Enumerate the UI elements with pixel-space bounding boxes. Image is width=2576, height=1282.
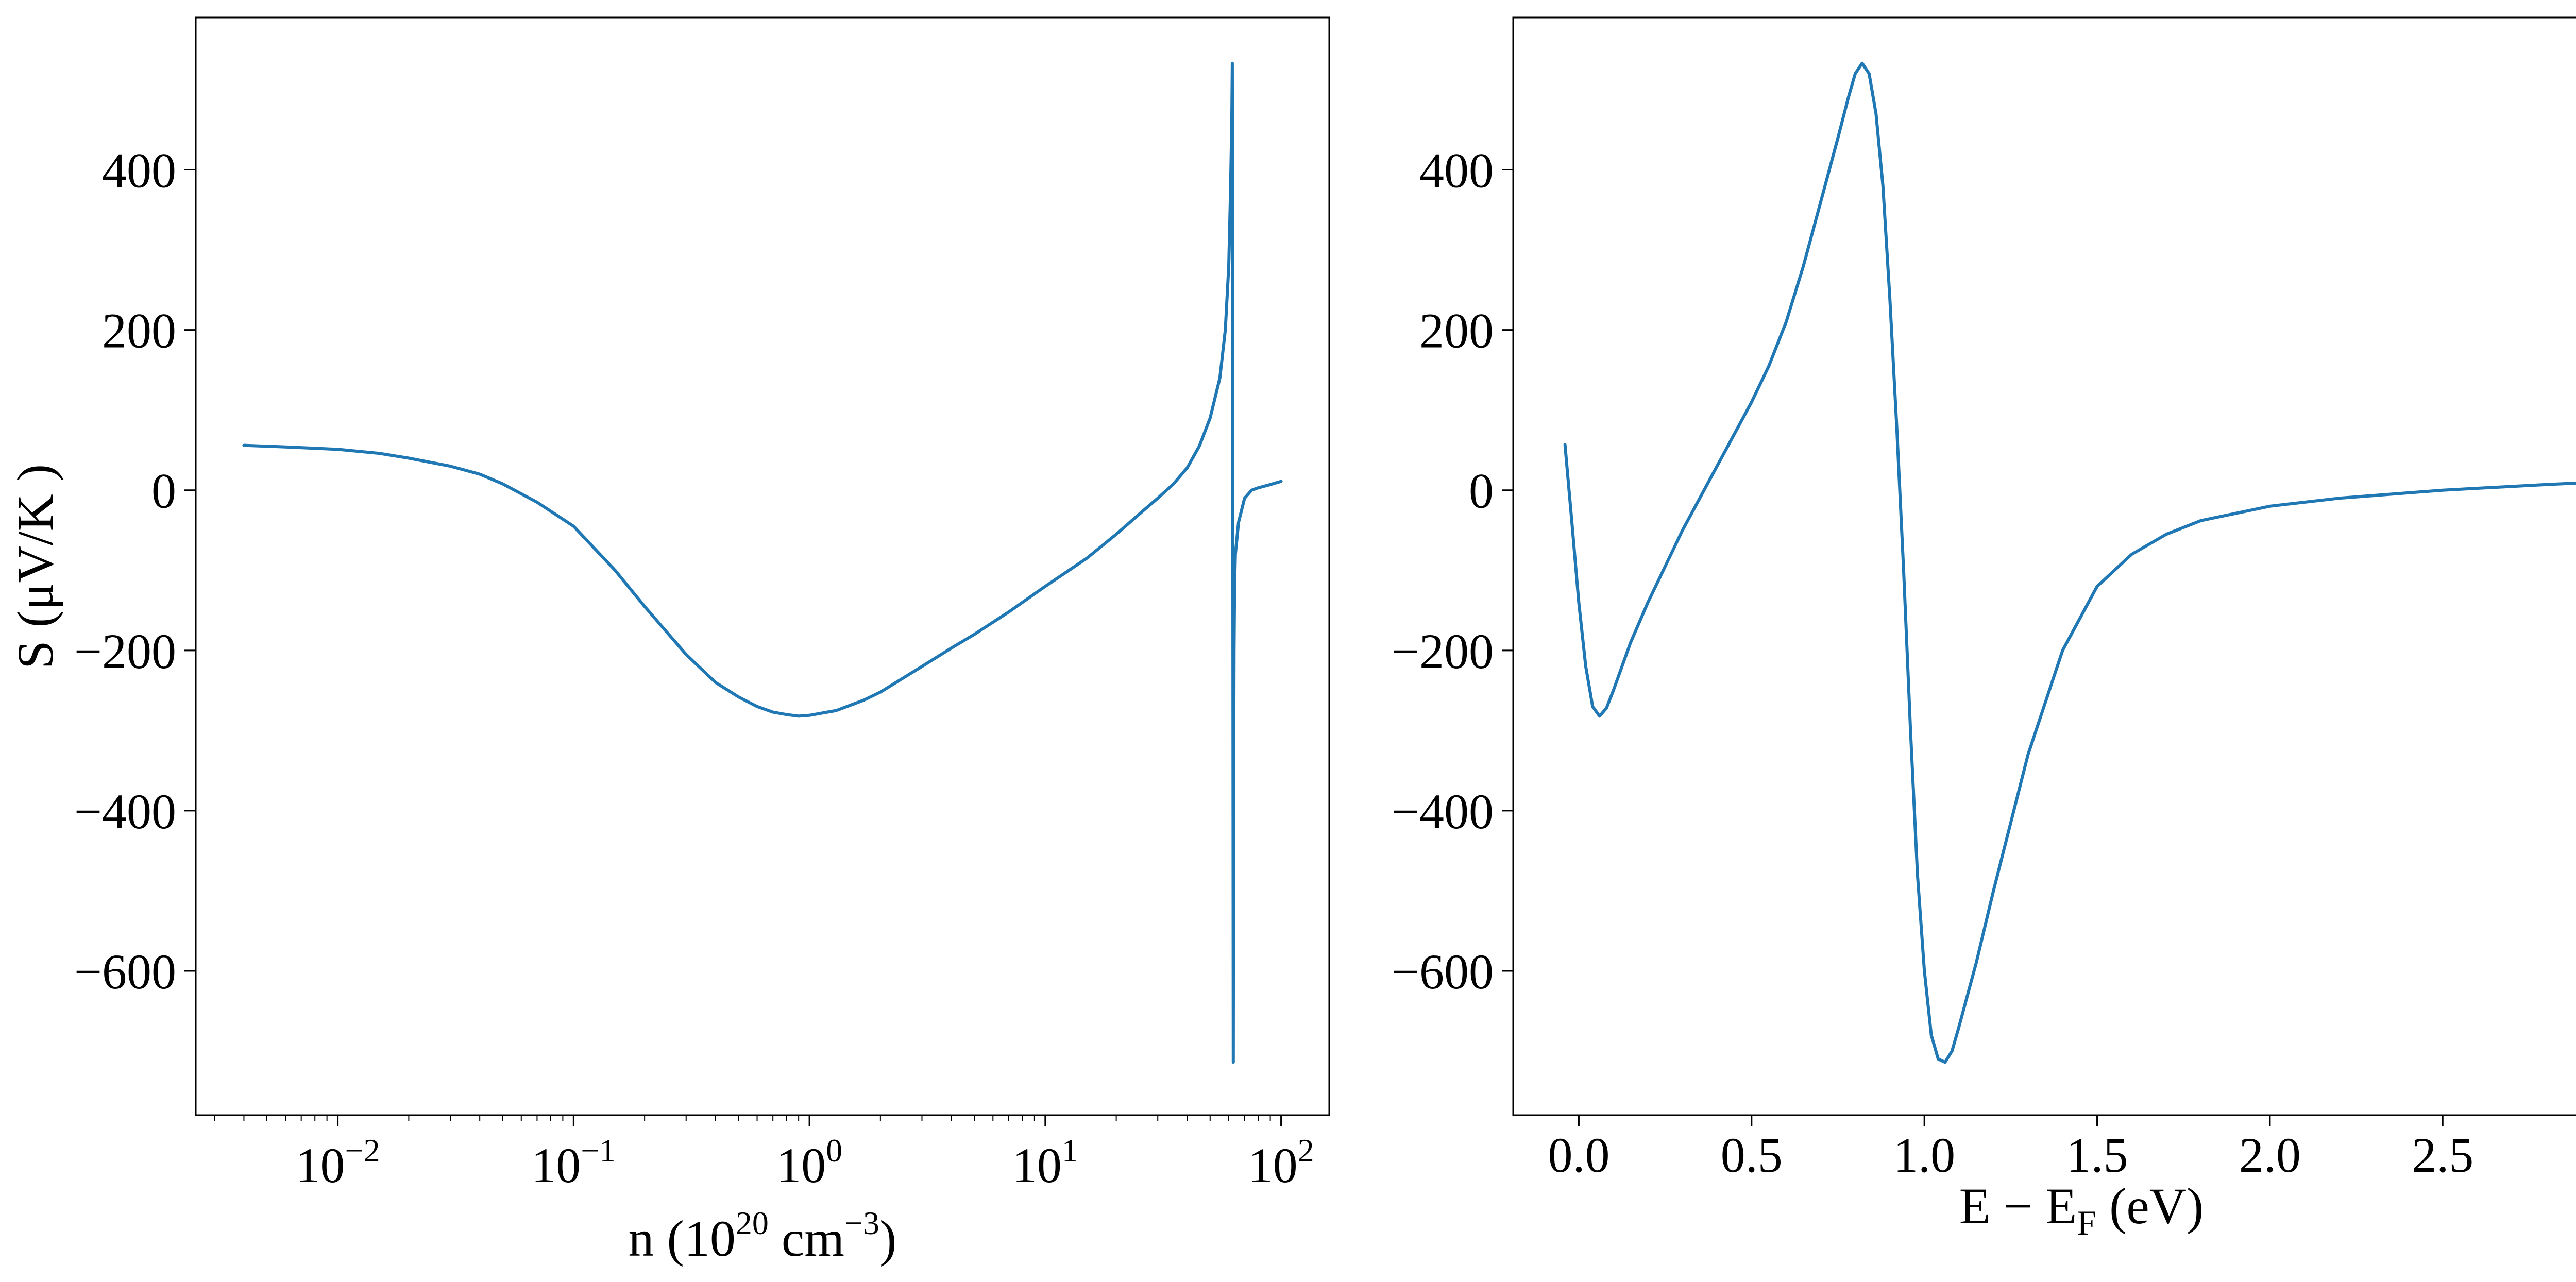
x-tick-label: 1.0: [1893, 1127, 1955, 1183]
x-tick-label: 1.5: [2066, 1127, 2128, 1183]
x-tick-exponent: 2: [1298, 1132, 1314, 1169]
x-axis-label-left: n (1020 cm−3): [629, 1205, 897, 1267]
x-tick-label: 102: [1248, 1132, 1314, 1193]
x-tick-label: 2.0: [2239, 1127, 2301, 1183]
y-tick-label: −400: [74, 784, 176, 839]
x-axis-ticks-left: 10−2 10−1 100 101 102: [214, 1115, 1314, 1193]
y-tick-label: 0: [1469, 464, 1494, 519]
x-label-left-exp2: −3: [844, 1205, 879, 1241]
x-label-left-base: n (10: [629, 1210, 736, 1267]
y-axis-ticks-left: −600 −400 −200 0 200 400: [74, 143, 196, 999]
x-axis-ticks-right: 0.00.51.01.52.02.53.0: [1548, 1115, 2473, 1183]
x-tick-base: 10: [1248, 1138, 1298, 1193]
x-tick-label: 100: [776, 1132, 842, 1193]
y-tick-label: −200: [74, 624, 176, 679]
x-tick-label: 101: [1012, 1132, 1078, 1193]
x-label-left-mid: cm: [769, 1210, 844, 1267]
x-label-right-e: E: [1959, 1177, 1991, 1235]
x-tick-base: 10: [296, 1138, 345, 1193]
plot-area-left: [195, 16, 1330, 1116]
y-tick-label: 0: [151, 464, 176, 519]
x-tick-exponent: −1: [581, 1132, 616, 1169]
x-tick-label: 10−2: [296, 1132, 380, 1193]
x-label-right-sub: F: [2077, 1203, 2096, 1242]
y-tick-label: 200: [102, 303, 176, 358]
series-right: [1563, 61, 2576, 1064]
x-label-left-end: ): [879, 1210, 896, 1267]
y-tick-label: −200: [1392, 624, 1494, 679]
y-tick-label: 400: [102, 143, 176, 198]
series-left: [242, 61, 1283, 1064]
y-tick-label: −600: [1392, 944, 1494, 999]
x-tick-base: 10: [531, 1138, 581, 1193]
x-tick-label: 10−1: [531, 1132, 616, 1193]
y-tick-label: −400: [1392, 784, 1494, 839]
x-axis-label-right: E − EF (eV): [1959, 1177, 2204, 1242]
y-tick-label: 200: [1419, 303, 1494, 358]
plot-area-right: [1512, 16, 2576, 1116]
x-tick-exponent: 0: [826, 1132, 842, 1169]
x-label-right-minus: −: [1991, 1177, 2045, 1235]
x-tick-label: 2.5: [2412, 1127, 2473, 1183]
y-tick-label: 400: [1419, 143, 1494, 198]
x-tick-exponent: 1: [1062, 1132, 1078, 1169]
series-line: [1563, 61, 2576, 1064]
x-label-left-exp1: 20: [736, 1205, 769, 1241]
x-label-right-unit: (eV): [2096, 1177, 2204, 1235]
x-tick-label: 0.5: [1721, 1127, 1783, 1183]
x-tick-base: 10: [776, 1138, 826, 1193]
x-label-right-e2: E: [2045, 1177, 2077, 1235]
x-tick-label: 0.0: [1548, 1127, 1609, 1183]
x-tick-exponent: −2: [345, 1132, 380, 1169]
x-tick-base: 10: [1012, 1138, 1062, 1193]
y-tick-label: −600: [74, 944, 176, 999]
y-axis-ticks-right: −600 −400 −200 0 200 400: [1392, 143, 1513, 999]
series-line: [242, 61, 1283, 1064]
y-axis-label-left: S (μV/K ): [7, 464, 64, 669]
